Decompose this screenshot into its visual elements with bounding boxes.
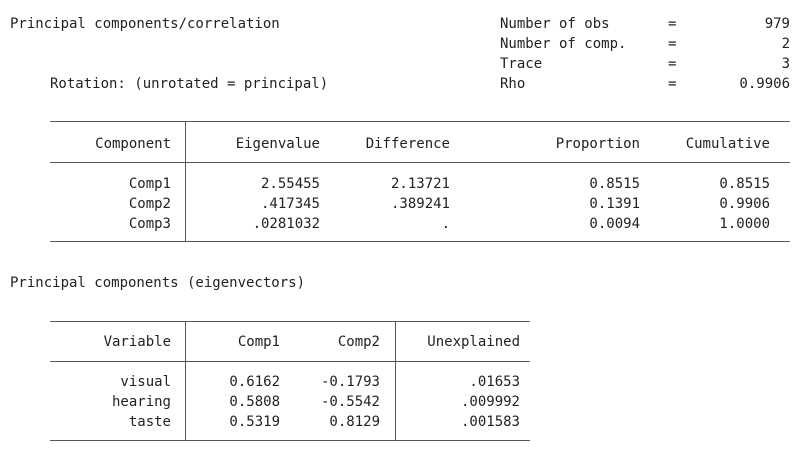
table2-row3-comp2: 0.8129: [329, 414, 380, 430]
table1-row3-cumulative: 1.0000: [719, 216, 770, 232]
stat-label-rho: Rho: [500, 76, 526, 92]
table2-header-comp1: Comp1: [237, 334, 280, 350]
table1-row2-label: Comp2: [128, 196, 171, 212]
table2-row1-comp2: -0.1793: [320, 374, 380, 390]
table1-row2-proportion: 0.1391: [589, 196, 640, 212]
table1-header-component: Component: [95, 136, 171, 152]
table1-row2-eigenvalue: .417345: [260, 196, 320, 212]
table2-row1-comp1: 0.6162: [229, 374, 280, 390]
table2-row3-unexplained: .001583: [460, 414, 520, 430]
stat-value-obs: 979: [764, 16, 790, 32]
rotation-note: Rotation: (unrotated = principal): [50, 76, 329, 92]
table2-row3-variable: taste: [128, 414, 171, 430]
table1-row1-label: Comp1: [128, 176, 171, 192]
table2-row2-variable: hearing: [111, 394, 171, 410]
table1-row1-cumulative: 0.8515: [719, 176, 770, 192]
stat-value-rho: 0.9906: [739, 76, 790, 92]
table1-bottom-rule: [50, 241, 790, 242]
table1-header-proportion: Proportion: [555, 136, 640, 152]
stat-label-trace: Trace: [500, 56, 543, 72]
table2-row2-comp1: 0.5808: [229, 394, 280, 410]
table2-row2-comp2: -0.5542: [320, 394, 380, 410]
table1-row3-proportion: 0.0094: [589, 216, 640, 232]
stat-eq-obs: =: [668, 16, 677, 32]
table1-row2-difference: .389241: [390, 196, 450, 212]
output-title: Principal components/correlation: [10, 16, 280, 32]
stat-label-comp: Number of comp.: [500, 36, 627, 52]
stat-eq-comp: =: [668, 36, 677, 52]
table2-row3-comp1: 0.5319: [229, 414, 280, 430]
table1-row1-difference: 2.13721: [390, 176, 450, 192]
table2-row1-unexplained: .01653: [469, 374, 520, 390]
table2-header-unexplained: Unexplained: [427, 334, 520, 350]
table1-row3-label: Comp3: [128, 216, 171, 232]
table2-top-rule: [50, 321, 530, 322]
table1-row1-eigenvalue: 2.55455: [260, 176, 320, 192]
stat-label-obs: Number of obs: [500, 16, 610, 32]
table1-header-rule: [50, 162, 790, 163]
table1-header-cumulative: Cumulative: [685, 136, 770, 152]
table2-row1-variable: visual: [120, 374, 171, 390]
stat-value-trace: 3: [781, 56, 790, 72]
table1-row2-cumulative: 0.9906: [719, 196, 770, 212]
table2-header-rule: [50, 361, 530, 362]
table1-row3-eigenvalue: .0281032: [252, 216, 320, 232]
table2-row2-unexplained: .009992: [460, 394, 520, 410]
table1-divider: [185, 121, 186, 241]
table2-bottom-rule: [50, 440, 530, 441]
stat-eq-rho: =: [668, 76, 677, 92]
table2-divider-left: [185, 321, 186, 440]
table1-row3-difference: .: [441, 216, 450, 232]
stat-eq-trace: =: [668, 56, 677, 72]
table1-top-rule: [50, 121, 790, 122]
table2-header-comp2: Comp2: [337, 334, 380, 350]
table1-header-difference: Difference: [365, 136, 450, 152]
table2-divider-right: [395, 321, 396, 440]
table2-header-variable: Variable: [103, 334, 171, 350]
stat-value-comp: 2: [781, 36, 790, 52]
eigenvectors-title: Principal components (eigenvectors): [10, 275, 306, 291]
table1-row1-proportion: 0.8515: [589, 176, 640, 192]
table1-header-eigenvalue: Eigenvalue: [235, 136, 320, 152]
